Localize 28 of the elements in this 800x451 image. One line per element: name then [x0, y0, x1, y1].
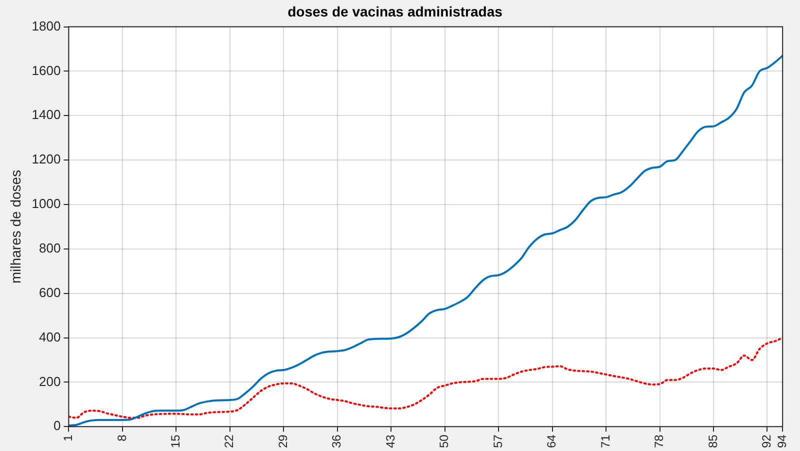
x-tick-label: 43 [383, 434, 398, 448]
x-tick-label: 94 [774, 434, 789, 448]
chart-title: doses de vacinas administradas [288, 3, 503, 20]
y-tick-label: 600 [39, 284, 61, 300]
x-tick-label: 8 [114, 434, 129, 442]
x-tick-label: 85 [706, 434, 720, 448]
y-tick-label: 400 [39, 329, 61, 344]
x-tick-label: 15 [168, 434, 182, 448]
x-tick-label: 29 [276, 434, 290, 448]
y-tick-label: 1400 [32, 107, 61, 122]
x-tick-label: 78 [652, 434, 666, 448]
x-tick-label: 22 [222, 434, 236, 448]
y-tick-label: 1200 [32, 152, 61, 167]
x-tick-label: 36 [330, 434, 344, 448]
x-tick-label: 50 [437, 434, 452, 448]
y-tick-label: 200 [39, 374, 61, 389]
x-tick-label: 71 [598, 434, 612, 448]
y-tick-label: 1600 [32, 62, 61, 78]
x-tick-label: 64 [544, 434, 559, 448]
x-tick-label: 1 [61, 434, 76, 442]
y-tick-label: 1800 [32, 18, 61, 34]
y-tick-label: 1000 [32, 196, 61, 212]
y-tick-label: 800 [39, 240, 61, 256]
line-series [68, 336, 783, 419]
x-tick-label: 57 [490, 434, 505, 448]
x-tick-label: 92 [760, 434, 774, 448]
y-axis-title: milhares de doses [7, 170, 24, 284]
y-tick-label: 0 [53, 418, 61, 434]
